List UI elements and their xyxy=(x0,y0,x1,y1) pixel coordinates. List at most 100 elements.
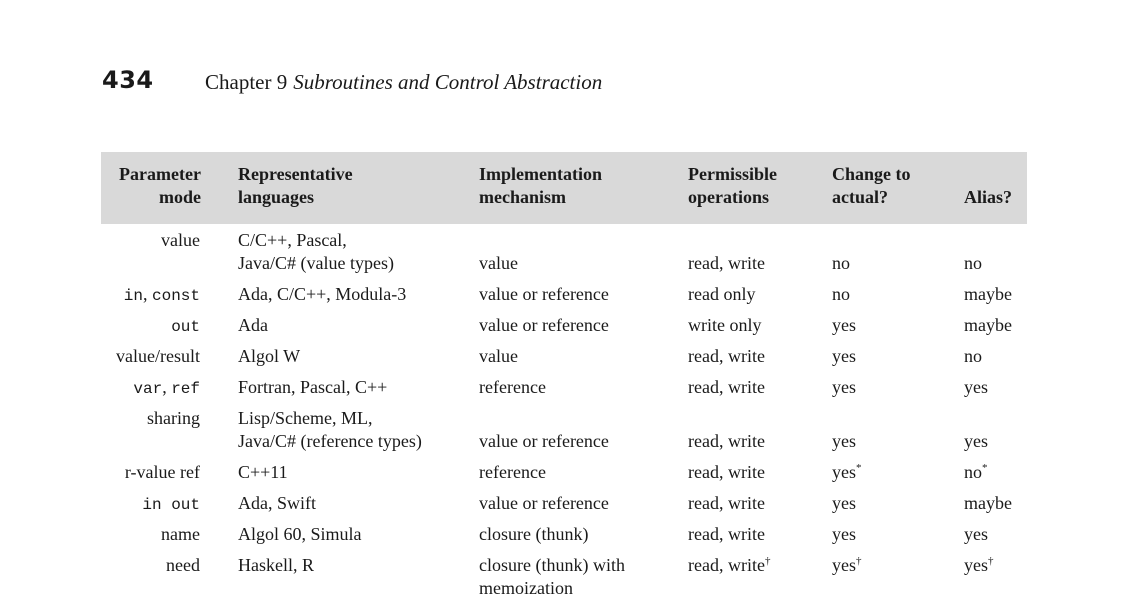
languages-cell: Haskell, R xyxy=(238,554,314,577)
operations-cell: read, write xyxy=(688,376,765,399)
mode-cell: var, ref xyxy=(133,376,200,401)
mode-text: ref xyxy=(171,380,200,398)
mode-text: r-value ref xyxy=(124,462,200,482)
operations-cell-text: read, write xyxy=(688,524,765,544)
alias-cell: yes xyxy=(964,376,988,399)
mechanism-line: reference xyxy=(479,462,546,482)
header-languages: Representative languages xyxy=(238,163,353,209)
mode-cell: name xyxy=(161,523,200,546)
languages-line: Java/C# (reference types) xyxy=(238,431,422,451)
mode-cell: need xyxy=(166,554,200,577)
alias-cell-text: yes xyxy=(964,431,988,451)
header-line: mechanism xyxy=(479,187,566,207)
operations-cell: read, write xyxy=(688,430,765,453)
change-cell: no xyxy=(832,252,850,275)
languages-line: Algol 60, Simula xyxy=(238,524,362,544)
page-number: 434 xyxy=(102,66,154,94)
change-cell: yes xyxy=(832,523,856,546)
header-line: Implementation xyxy=(479,164,602,184)
operations-cell: read, write xyxy=(688,492,765,515)
operations-cell-text: read, write xyxy=(688,253,765,273)
header-line: Parameter xyxy=(119,164,201,184)
operations-cell: read, write xyxy=(688,345,765,368)
change-cell-text: yes xyxy=(832,377,856,397)
mechanism-line: memoization xyxy=(479,578,573,598)
languages-cell: Lisp/Scheme, ML, Java/C# (reference types… xyxy=(238,407,422,453)
mechanism-cell: reference xyxy=(479,376,546,399)
mode-cell: r-value ref xyxy=(125,461,200,484)
change-cell: yes xyxy=(832,492,856,515)
alias-cell: no* xyxy=(964,461,988,484)
languages-line: Lisp/Scheme, ML, xyxy=(238,408,373,428)
mechanism-line: value or reference xyxy=(479,493,609,513)
header-line: actual? xyxy=(832,187,888,207)
mechanism-cell: value or reference xyxy=(479,430,609,453)
languages-line: Java/C# (value types) xyxy=(238,253,394,273)
languages-cell: Ada xyxy=(238,314,268,337)
languages-cell: Algol 60, Simula xyxy=(238,523,362,546)
header-line: operations xyxy=(688,187,769,207)
mode-cell: in out xyxy=(142,492,200,517)
operations-cell: read only xyxy=(688,283,755,306)
mechanism-line: value or reference xyxy=(479,431,609,451)
header-parameter-mode: Parameter mode xyxy=(119,163,201,209)
mode-text: var xyxy=(133,380,163,398)
mode-cell: value/result xyxy=(116,345,200,368)
header-operations: Permissible operations xyxy=(688,163,777,209)
operations-cell-text: read, write xyxy=(688,431,765,451)
mechanism-cell: reference xyxy=(479,461,546,484)
alias-cell: yes xyxy=(964,523,988,546)
mode-text: name xyxy=(161,524,200,544)
alias-cell-text: maybe xyxy=(964,315,1012,335)
mode-text: out xyxy=(171,318,200,336)
change-cell: no xyxy=(832,283,850,306)
mode-text: need xyxy=(166,555,200,575)
footnote-mark: * xyxy=(982,462,988,474)
languages-cell: Fortran, Pascal, C++ xyxy=(238,376,387,399)
languages-line: Ada, C/C++, Modula-3 xyxy=(238,284,407,304)
mode-text: , xyxy=(162,377,172,397)
languages-cell: Ada, Swift xyxy=(238,492,316,515)
mechanism-line: reference xyxy=(479,377,546,397)
operations-cell-text: write only xyxy=(688,315,762,335)
header-alias: Alias? xyxy=(964,186,1012,209)
operations-cell-text: read, write xyxy=(688,346,765,366)
languages-cell: C++11 xyxy=(238,461,288,484)
alias-cell-text: no xyxy=(964,462,982,482)
mechanism-cell: value or reference xyxy=(479,492,609,515)
alias-cell: maybe xyxy=(964,314,1012,337)
change-cell-text: yes xyxy=(832,431,856,451)
alias-cell: yes† xyxy=(964,554,994,577)
languages-line: Algol W xyxy=(238,346,301,366)
alias-cell: maybe xyxy=(964,492,1012,515)
footnote-mark: * xyxy=(856,462,862,474)
header-line: Permissible xyxy=(688,164,777,184)
change-cell-text: yes xyxy=(832,315,856,335)
chapter-label: Chapter 9 xyxy=(205,70,288,94)
mechanism-cell: value or reference xyxy=(479,314,609,337)
table-header: Parameter mode Representative languages … xyxy=(101,152,1027,224)
languages-line: Fortran, Pascal, C++ xyxy=(238,377,388,397)
mechanism-cell: closure (thunk) xyxy=(479,523,588,546)
languages-cell: Algol W xyxy=(238,345,300,368)
alias-cell-text: no xyxy=(964,346,982,366)
languages-line: Ada xyxy=(238,315,268,335)
alias-cell-text: yes xyxy=(964,524,988,544)
mode-text: , xyxy=(142,284,152,304)
operations-cell-text: read, write xyxy=(688,462,765,482)
mechanism-cell: value xyxy=(479,252,518,275)
header-line: Change to xyxy=(832,164,911,184)
footnote-mark: † xyxy=(764,555,771,567)
alias-cell-text: no xyxy=(964,253,982,273)
alias-cell: no xyxy=(964,252,982,275)
mechanism-line: value or reference xyxy=(479,315,609,335)
mechanism-line: value xyxy=(479,346,518,366)
mode-text: value xyxy=(161,230,200,250)
footnote-mark: † xyxy=(856,555,862,567)
change-cell: yes* xyxy=(832,461,862,484)
mechanism-line: closure (thunk) with xyxy=(479,555,625,575)
mechanism-line: value or reference xyxy=(479,284,609,304)
operations-cell-text: read only xyxy=(688,284,756,304)
languages-line: C/C++, Pascal, xyxy=(238,230,347,250)
mode-cell: in, const xyxy=(124,283,200,308)
